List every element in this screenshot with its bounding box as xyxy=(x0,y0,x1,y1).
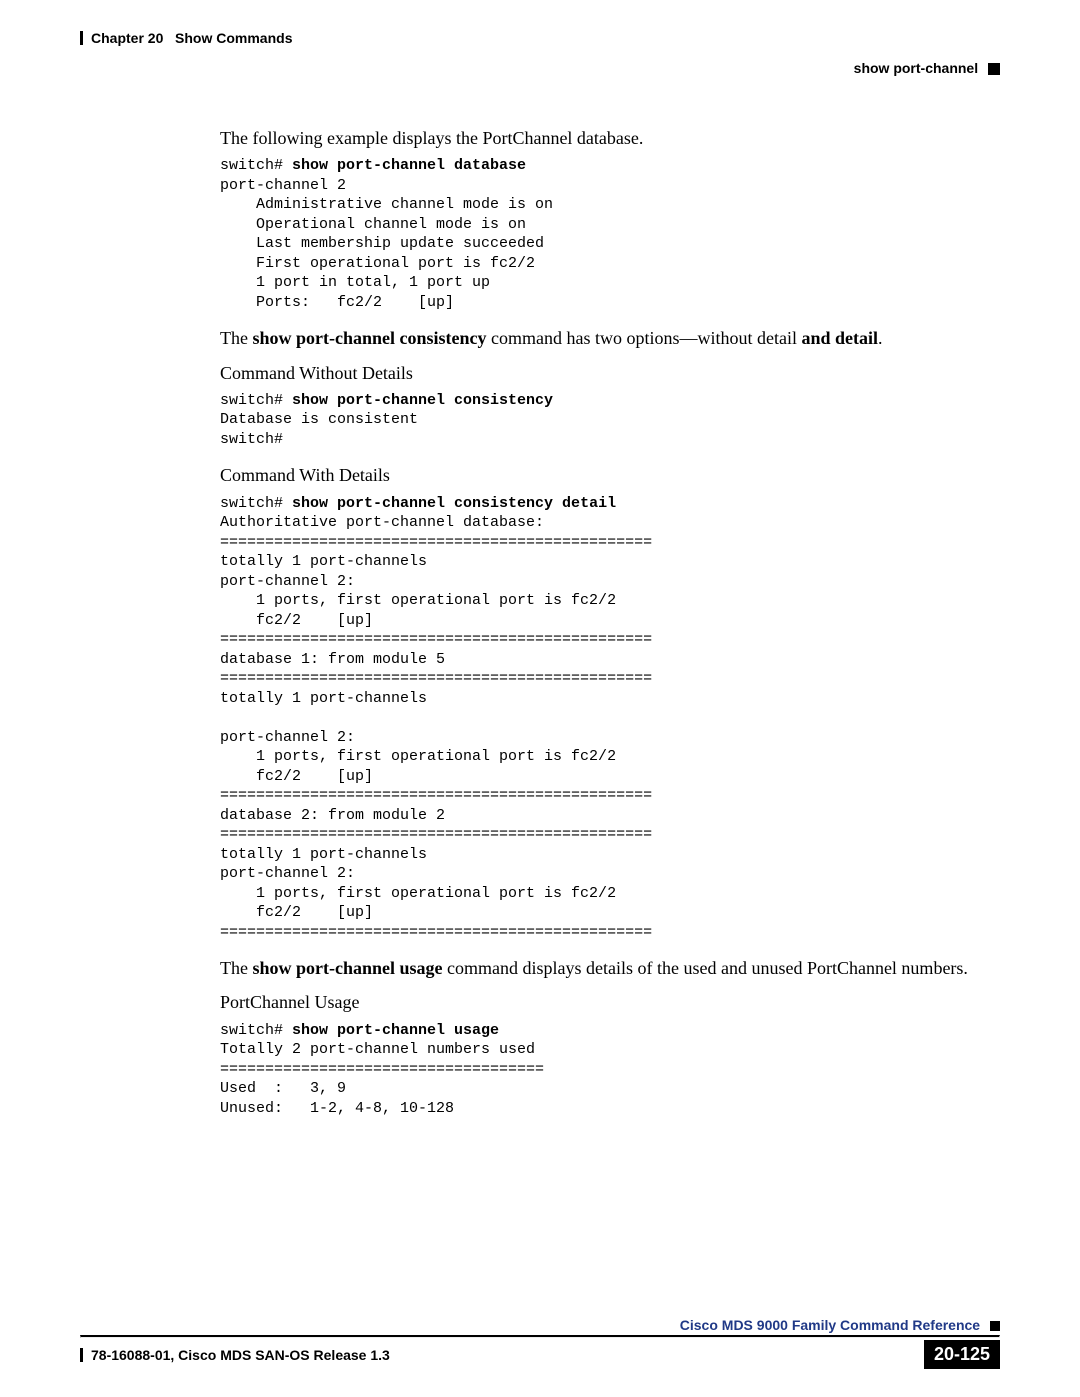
code-output: Totally 2 port-channel numbers used ====… xyxy=(220,1041,544,1117)
text-fragment-bold: show port-channel consistency xyxy=(252,328,486,348)
page-container: Chapter 20 Show Commands show port-chann… xyxy=(80,30,1000,1132)
code-output: port-channel 2 Administrative channel mo… xyxy=(220,177,553,311)
text-fragment-bold: show port-channel usage xyxy=(252,958,442,978)
footer-book-title: Cisco MDS 9000 Family Command Reference xyxy=(680,1317,980,1333)
code-block-database: switch# show port-channel database port-… xyxy=(220,156,980,312)
text-fragment: The xyxy=(220,958,252,978)
code-output: Database is consistent switch# xyxy=(220,411,418,448)
code-command: show port-channel consistency xyxy=(292,392,553,409)
page-number-badge: 20-125 xyxy=(924,1340,1000,1369)
footer-rule xyxy=(80,1335,1000,1338)
text-fragment: command has two options—without detail xyxy=(487,328,802,348)
section-marker-icon xyxy=(988,63,1000,75)
code-prompt: switch# xyxy=(220,392,292,409)
code-block-consistency: switch# show port-channel consistency Da… xyxy=(220,391,980,450)
content-area: The following example displays the PortC… xyxy=(220,126,980,1118)
code-block-usage: switch# show port-channel usage Totally … xyxy=(220,1021,980,1119)
paragraph-consistency-intro: The show port-channel consistency comman… xyxy=(220,326,980,350)
chapter-number: Chapter 20 xyxy=(91,30,163,46)
code-prompt: switch# xyxy=(220,495,292,512)
paragraph-intro-database: The following example displays the PortC… xyxy=(220,126,980,150)
heading-with-details: Command With Details xyxy=(220,463,980,487)
code-command: show port-channel consistency detail xyxy=(292,495,616,512)
chapter-header: Chapter 20 Show Commands xyxy=(80,30,1000,46)
section-header: show port-channel xyxy=(80,60,1000,76)
heading-portchannel-usage: PortChannel Usage xyxy=(220,990,980,1014)
footer-bottom-row: 78-16088-01, Cisco MDS SAN-OS Release 1.… xyxy=(80,1340,1000,1369)
header-bar-icon xyxy=(80,31,83,45)
footer-doc-id: 78-16088-01, Cisco MDS SAN-OS Release 1.… xyxy=(91,1347,390,1363)
chapter-spacer xyxy=(163,30,175,46)
text-fragment: . xyxy=(878,328,883,348)
section-title: show port-channel xyxy=(854,60,978,76)
paragraph-usage-intro: The show port-channel usage command disp… xyxy=(220,956,980,980)
page-footer: Cisco MDS 9000 Family Command Reference … xyxy=(80,1317,1000,1369)
code-block-consistency-detail: switch# show port-channel consistency de… xyxy=(220,494,980,943)
code-command: show port-channel database xyxy=(292,157,526,174)
code-prompt: switch# xyxy=(220,157,292,174)
footer-book-title-row: Cisco MDS 9000 Family Command Reference xyxy=(80,1317,1000,1335)
footer-doc-id-block: 78-16088-01, Cisco MDS SAN-OS Release 1.… xyxy=(80,1347,390,1363)
code-prompt: switch# xyxy=(220,1022,292,1039)
text-fragment: The xyxy=(220,328,252,348)
footer-bar-icon xyxy=(80,1348,83,1362)
text-fragment-bold: and detail xyxy=(801,328,878,348)
code-command: show port-channel usage xyxy=(292,1022,499,1039)
chapter-title: Show Commands xyxy=(175,30,292,46)
code-output: Authoritative port-channel database: ===… xyxy=(220,514,652,941)
heading-without-details: Command Without Details xyxy=(220,361,980,385)
footer-marker-icon xyxy=(990,1321,1000,1331)
text-fragment: command displays details of the used and… xyxy=(443,958,968,978)
